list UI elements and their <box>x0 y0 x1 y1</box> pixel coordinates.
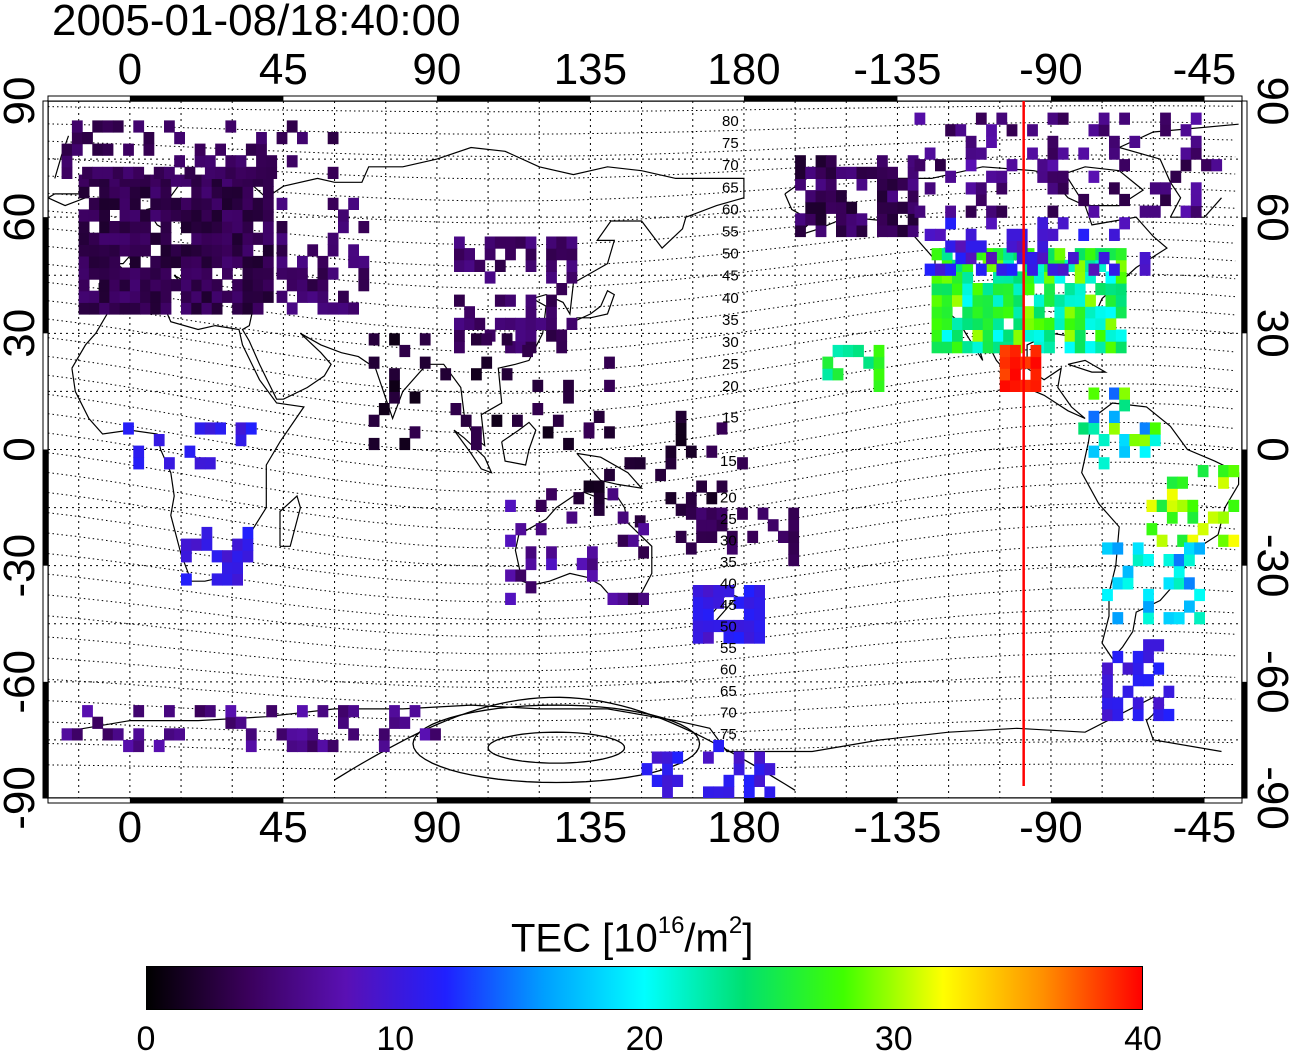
top-longitude-label: -135 <box>853 45 941 94</box>
contour-label-north: 60 <box>722 201 739 218</box>
right-latitude-label: -30 <box>1248 534 1292 598</box>
contour-label-south: 40 <box>720 576 737 593</box>
contour-label-south: 20 <box>720 490 737 507</box>
contour-label-south: 25 <box>720 511 737 528</box>
contour-label-south: 70 <box>720 705 737 722</box>
bottom-longitude-label: -90 <box>1019 803 1083 852</box>
left-latitude-label: -60 <box>0 650 44 714</box>
tec-colorbar <box>146 966 1143 1010</box>
madagascar-coastline <box>279 494 302 547</box>
sumatra-coastline <box>453 429 493 474</box>
borneo-coastline <box>501 421 537 466</box>
graticule <box>48 101 1242 798</box>
top-longitude-label: 135 <box>554 45 627 94</box>
right-latitude-label: 30 <box>1248 309 1292 358</box>
contour-label-south: 15 <box>720 453 737 470</box>
top-longitude-label: -45 <box>1173 45 1237 94</box>
colorbar-tick-label: 20 <box>625 1020 664 1058</box>
map-title: 2005-01-08/18:40:00 <box>52 0 461 45</box>
contour-label-south: 65 <box>720 683 737 700</box>
contour-label-north: 70 <box>722 157 739 174</box>
contour-label-north: 45 <box>722 268 739 285</box>
right-latitude-label: -90 <box>1248 766 1292 830</box>
colorbar-tick-label: 40 <box>1124 1020 1162 1058</box>
contour-label-south: 55 <box>720 640 737 657</box>
axis-tick-labels: 0045459090135135180180-135-135-90-90-45-… <box>0 45 1292 852</box>
south-america-coastline <box>1081 402 1240 660</box>
contour-label-north: 25 <box>722 356 739 373</box>
contour-label-north: 55 <box>722 224 739 241</box>
new-guinea-coastline <box>576 452 644 490</box>
left-latitude-label: -90 <box>0 766 44 830</box>
bottom-longitude-label: 0 <box>118 803 142 852</box>
contour-label-north: 80 <box>722 113 739 130</box>
greenland-coastline <box>1117 123 1239 218</box>
contour-label-north: 35 <box>722 312 739 329</box>
bottom-longitude-label: 180 <box>707 803 780 852</box>
top-longitude-label: 45 <box>259 45 308 94</box>
contour-label-south: 35 <box>720 554 737 571</box>
contour-label-south: 50 <box>720 619 737 636</box>
top-longitude-label: -90 <box>1019 45 1083 94</box>
map-frame <box>42 95 1248 804</box>
antarctica-coastline <box>61 704 744 753</box>
bottom-longitude-label: -135 <box>853 803 941 852</box>
japan-coastline <box>572 289 616 330</box>
top-longitude-label: 90 <box>412 45 461 94</box>
antarctica-coastline <box>743 696 1222 753</box>
bottom-longitude-label: -45 <box>1173 803 1237 852</box>
bottom-longitude-label: 45 <box>259 803 308 852</box>
top-scale-bar <box>47 95 1243 102</box>
contour-label-north: 65 <box>722 179 739 196</box>
contour-label-north: 20 <box>722 378 739 395</box>
right-latitude-label: 0 <box>1248 437 1292 461</box>
contour-label-north: 75 <box>722 135 739 152</box>
colorbar-tick-label: 0 <box>136 1020 156 1058</box>
colorbar-tick-label: 30 <box>874 1020 913 1058</box>
top-longitude-label: 0 <box>118 45 142 94</box>
bottom-scale-bar <box>47 797 1243 804</box>
bottom-longitude-label: 135 <box>554 803 627 852</box>
contour-label-north: 50 <box>722 246 739 263</box>
north-america-coastline <box>784 166 1168 420</box>
left-latitude-label: 30 <box>0 309 44 358</box>
contour-label-north: 30 <box>722 334 739 351</box>
contour-label-south: 45 <box>720 597 737 614</box>
contour-label-south: 75 <box>720 726 737 743</box>
contour-label-north: 15 <box>722 409 739 426</box>
right-latitude-label: 90 <box>1248 77 1292 126</box>
right-latitude-label: 60 <box>1248 193 1292 242</box>
bottom-longitude-label: 90 <box>412 803 461 852</box>
top-longitude-label: 180 <box>707 45 780 94</box>
contour-label-north: 40 <box>722 290 739 307</box>
right-latitude-label: -60 <box>1248 650 1292 714</box>
contour-label-south: 60 <box>720 662 737 679</box>
tec-data-cells <box>61 112 1240 798</box>
colorbar-title: TEC [1016/m2] <box>511 912 754 961</box>
cuba-coastline <box>1067 359 1108 373</box>
left-latitude-label: 0 <box>0 437 44 461</box>
colorbar-tick-label: 10 <box>376 1020 415 1058</box>
left-latitude-label: -30 <box>0 534 44 598</box>
left-latitude-label: 60 <box>0 193 44 242</box>
contour-label-south: 30 <box>720 533 737 550</box>
left-latitude-label: 90 <box>0 77 44 126</box>
contour-labels: 80 75 70 65 60 55 50 45 40 35 30 25 20 15 15 20 25 30 35 40… <box>720 113 739 743</box>
